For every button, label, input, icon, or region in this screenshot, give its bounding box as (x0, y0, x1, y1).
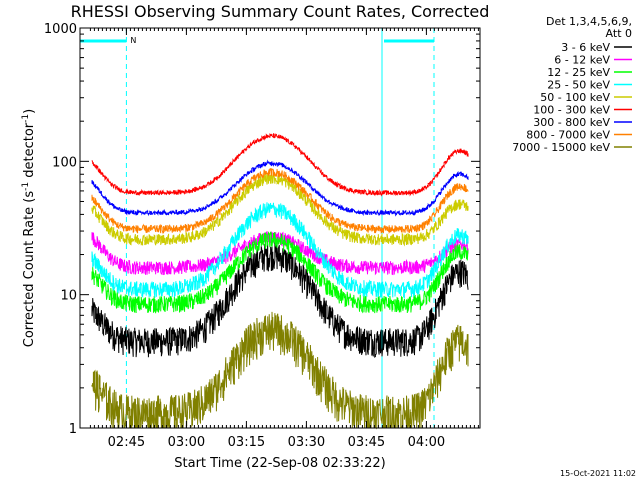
series-line-2 (91, 231, 469, 314)
y-tick-label-3: 1000 (44, 22, 77, 37)
series-line-8 (91, 311, 469, 430)
series-line-6 (91, 159, 469, 217)
x-tick-label-2: 03:15 (228, 435, 265, 450)
axes: 02:45 03:00 03:15 03:30 03:45 04:00 1 10 100 1000 (44, 22, 480, 450)
legend-label-4: 50 - 100 keV (540, 91, 610, 104)
legend-label-3: 25 - 50 keV (547, 79, 610, 92)
series-line-5 (91, 132, 469, 197)
x-tick-label-4: 03:45 (348, 435, 385, 450)
legend-label-1: 6 - 12 keV (554, 54, 610, 67)
legend-label-2: 12 - 25 keV (547, 66, 610, 79)
y-tick-label-0: 1 (69, 422, 77, 437)
x-tick-label-5: 04:00 (408, 435, 445, 450)
plot-content: N (79, 28, 469, 430)
series-line-4 (91, 172, 469, 247)
x-tick-label-1: 03:00 (168, 435, 205, 450)
x-tick-label-3: 03:30 (288, 435, 325, 450)
x-axis-label: Start Time (22-Sep-08 02:33:22) (174, 456, 385, 471)
y-tick-label-2: 100 (52, 155, 77, 170)
flag-label-0: N (130, 36, 136, 45)
plot-frame (79, 27, 481, 429)
chart-title: RHESSI Observing Summary Count Rates, Co… (71, 2, 490, 21)
legend-header-0: Det 1,3,4,5,6,9, (546, 15, 632, 28)
series-line-0 (91, 242, 469, 358)
legend-label-5: 100 - 300 keV (533, 104, 610, 117)
legend-label-6: 300 - 800 keV (533, 116, 610, 129)
legend-label-8: 7000 - 15000 keV (512, 141, 610, 154)
y-axis-label: Corrected Count Rate (s-1 detector-1) (21, 109, 37, 347)
legend-label-7: 800 - 7000 keV (526, 129, 610, 142)
y-tick-label-1: 10 (60, 289, 77, 304)
timestamp: 15-Oct-2021 11:02 (560, 469, 636, 478)
x-tick-label-0: 02:45 (108, 435, 145, 450)
series-line-7 (91, 168, 469, 235)
legend-header-1: Att 0 (606, 27, 632, 40)
legend-label-0: 3 - 6 keV (561, 41, 610, 54)
series-line-3 (91, 202, 469, 300)
